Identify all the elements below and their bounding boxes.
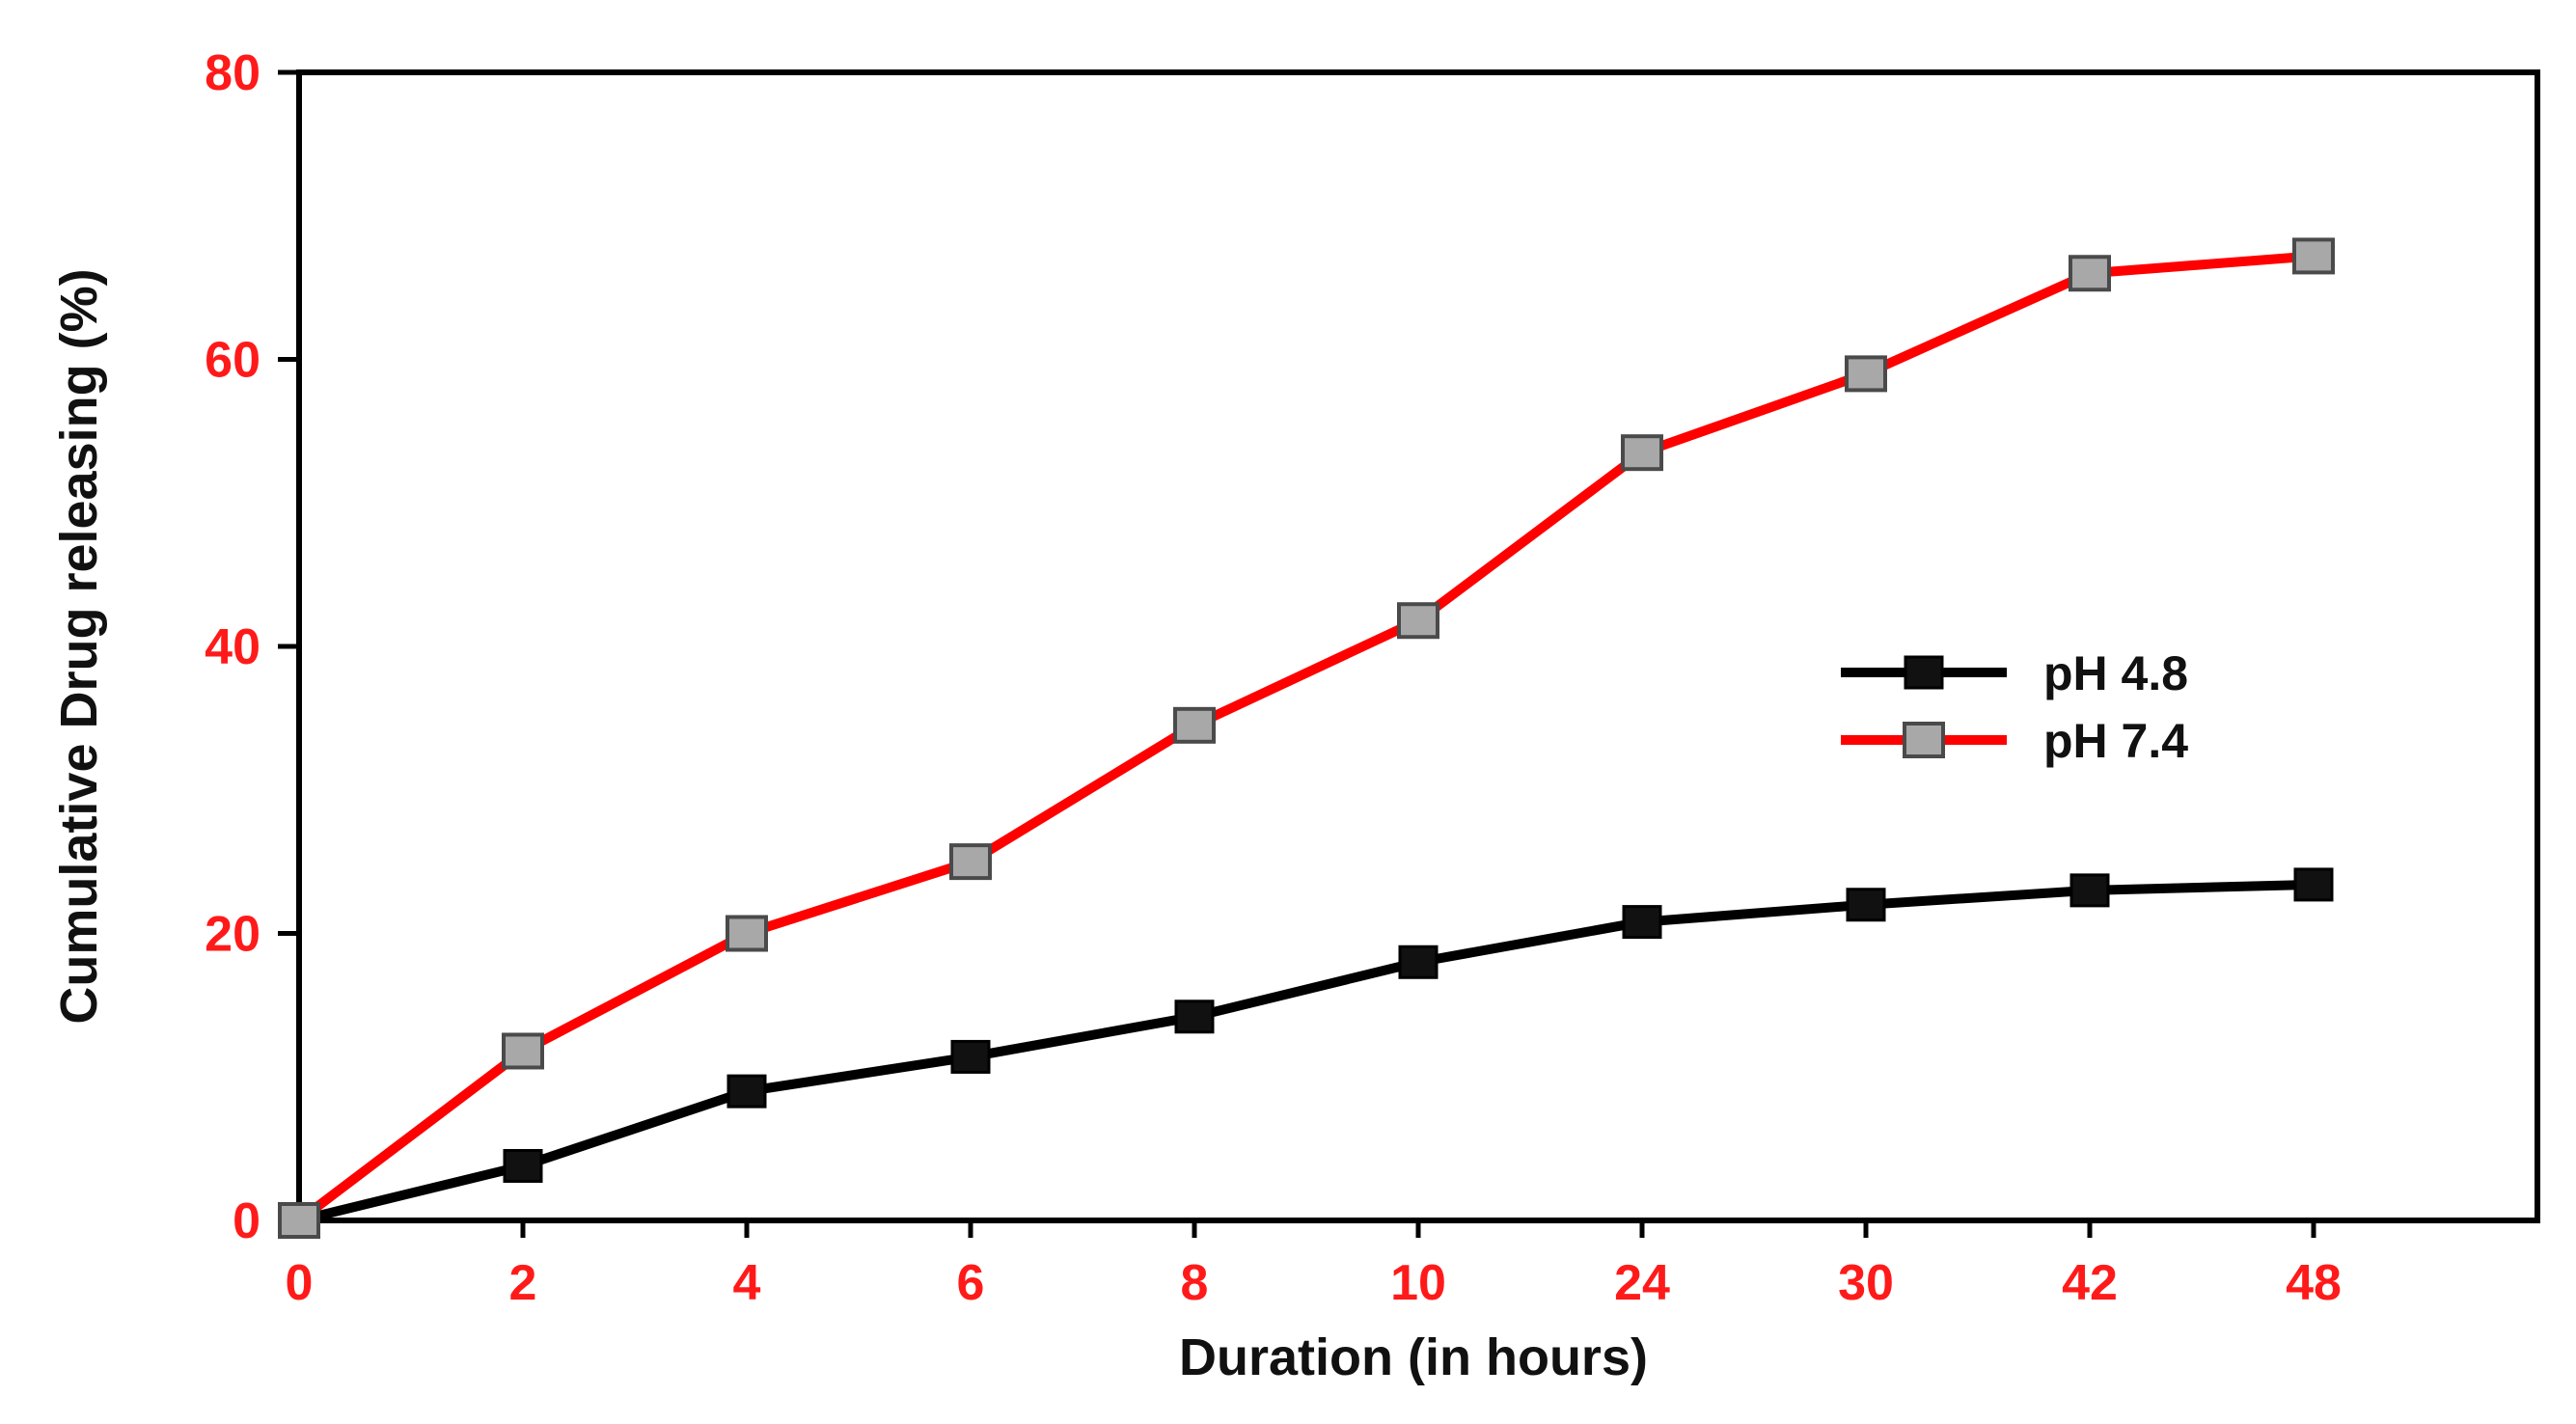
x-tick-label: 42 <box>2062 1255 2118 1311</box>
legend-marker <box>1903 722 1945 758</box>
legend-label: pH 7.4 <box>2043 714 2188 768</box>
data-point-ph-7-4 <box>502 1032 544 1070</box>
legend-marker <box>1904 655 1944 690</box>
data-point-ph-4-8 <box>2293 867 2334 902</box>
series-layer <box>278 237 2335 1239</box>
series-line-ph-7-4 <box>295 251 2315 1224</box>
data-point-ph-7-4 <box>1173 706 1216 744</box>
data-point-ph-7-4 <box>1397 602 1439 640</box>
x-tick-label: 24 <box>1614 1255 1670 1311</box>
data-point-ph-4-8 <box>503 1148 543 1183</box>
plot-frame <box>296 69 2540 1223</box>
data-point-ph-4-8 <box>1398 945 1439 979</box>
x-tick-label: 0 <box>286 1255 314 1311</box>
data-point-ph-7-4 <box>2292 237 2335 275</box>
legend: pH 4.8 pH 7.4 <box>1841 646 2188 768</box>
y-tick-label: 80 <box>205 45 260 101</box>
data-point-ph-7-4 <box>726 915 768 952</box>
x-tick-label: 8 <box>1181 1255 1209 1311</box>
x-tick-label: 6 <box>957 1255 985 1311</box>
legend-label: pH 4.8 <box>2043 646 2188 700</box>
data-point-ph-7-4 <box>1621 434 1663 472</box>
x-axis: 0 2 4 6 8 10 24 30 42 48 <box>286 1220 2342 1311</box>
y-tick-label: 20 <box>205 907 260 963</box>
x-tick-label: 2 <box>509 1255 537 1311</box>
y-tick-label: 60 <box>205 333 260 389</box>
data-point-ph-4-8 <box>950 1039 991 1074</box>
data-point-ph-7-4 <box>2069 255 2111 292</box>
data-point-ph-4-8 <box>1622 905 1662 940</box>
data-point-ph-7-4 <box>1845 355 1887 393</box>
series-line-ph-4-8 <box>297 879 2315 1225</box>
y-axis: 0 20 40 60 80 <box>205 45 299 1249</box>
data-point-ph-4-8 <box>2069 873 2110 908</box>
data-point-ph-4-8 <box>726 1074 767 1109</box>
x-tick-label: 30 <box>1838 1255 1894 1311</box>
data-point-ph-4-8 <box>1846 888 1886 922</box>
y-tick-label: 40 <box>205 619 260 675</box>
x-tick-label: 48 <box>2286 1255 2342 1311</box>
y-axis-title: Cumulative Drug releasing (%) <box>50 268 108 1024</box>
x-tick-label: 10 <box>1390 1255 1446 1311</box>
data-point-ph-4-8 <box>1174 1000 1215 1034</box>
y-tick-label: 0 <box>233 1193 260 1249</box>
data-point-ph-7-4 <box>949 843 992 881</box>
x-axis-title: Duration (in hours) <box>1179 1328 1648 1386</box>
data-point-ph-7-4 <box>278 1202 320 1239</box>
x-tick-label: 4 <box>733 1255 761 1311</box>
